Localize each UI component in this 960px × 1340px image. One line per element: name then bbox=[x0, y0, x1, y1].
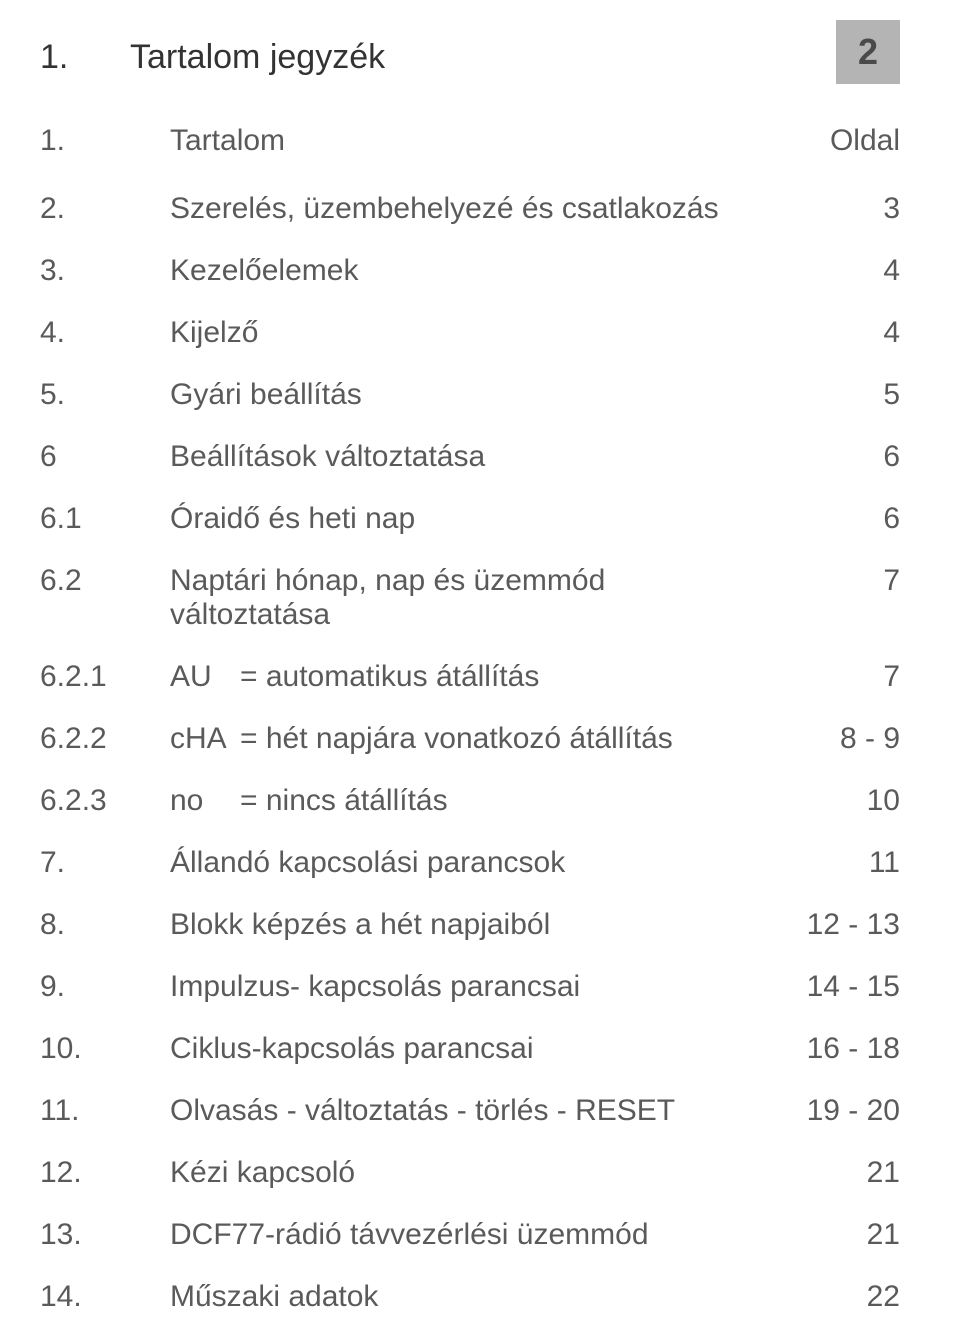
toc-row-page: 10 bbox=[770, 784, 900, 818]
toc-header-title: Tartalom bbox=[170, 124, 770, 158]
header-title: Tartalom jegyzék bbox=[130, 38, 816, 77]
toc-row-title: Olvasás - változtatás - törlés - RESET bbox=[170, 1094, 770, 1128]
toc-row-page: 7 bbox=[770, 660, 900, 694]
toc-row-page: 5 bbox=[770, 378, 900, 412]
toc-row-page: 6 bbox=[770, 502, 900, 536]
toc-rows-container: 2.Szerelés, üzembehelyezé és csatlakozás… bbox=[40, 192, 900, 1314]
toc-row-title: Műszaki adatok bbox=[170, 1280, 770, 1314]
toc-row-number: 11. bbox=[40, 1094, 170, 1128]
toc-row-number: 3. bbox=[40, 254, 170, 288]
toc-row: 13.DCF77-rádió távvezérlési üzemmód21 bbox=[40, 1218, 900, 1252]
toc-row-page: 8 - 9 bbox=[770, 722, 900, 756]
toc-row: 6Beállítások változtatása6 bbox=[40, 440, 900, 474]
toc-row-title: Óraidő és heti nap bbox=[170, 502, 770, 536]
toc-row-title-text: = hét napjára vonatkozó átállítás bbox=[240, 722, 673, 755]
toc-row-title: cHA= hét napjára vonatkozó átállítás bbox=[170, 722, 770, 756]
table-of-contents: 1. Tartalom Oldal 2.Szerelés, üzembehely… bbox=[40, 124, 900, 1314]
page: 1. Tartalom jegyzék 2 1. Tartalom Oldal … bbox=[0, 0, 960, 1340]
toc-row-page: 11 bbox=[770, 846, 900, 880]
toc-row: 10.Ciklus-kapcsolás parancsai16 - 18 bbox=[40, 1032, 900, 1066]
toc-row-number: 4. bbox=[40, 316, 170, 350]
toc-row-page: 14 - 15 bbox=[770, 970, 900, 1004]
toc-row-title: Impulzus- kapcsolás parancsai bbox=[170, 970, 770, 1004]
toc-row: 12.Kézi kapcsoló21 bbox=[40, 1156, 900, 1190]
toc-row-number: 7. bbox=[40, 846, 170, 880]
toc-row-code: cHA bbox=[170, 722, 240, 756]
toc-row-title: Kezelőelemek bbox=[170, 254, 770, 288]
toc-row-number: 6.2.1 bbox=[40, 660, 170, 694]
toc-row: 4.Kijelző4 bbox=[40, 316, 900, 350]
toc-row-title: Kézi kapcsoló bbox=[170, 1156, 770, 1190]
toc-row-page: 4 bbox=[770, 254, 900, 288]
toc-row-number: 5. bbox=[40, 378, 170, 412]
toc-row: 6.2.2cHA= hét napjára vonatkozó átállítá… bbox=[40, 722, 900, 756]
toc-row: 8.Blokk képzés a hét napjaiból12 - 13 bbox=[40, 908, 900, 942]
page-number-badge: 2 bbox=[836, 20, 900, 84]
toc-row: 2.Szerelés, üzembehelyezé és csatlakozás… bbox=[40, 192, 900, 226]
toc-row-page: 4 bbox=[770, 316, 900, 350]
toc-row-number: 10. bbox=[40, 1032, 170, 1066]
toc-row-number: 9. bbox=[40, 970, 170, 1004]
toc-row-title: Blokk képzés a hét napjaiból bbox=[170, 908, 770, 942]
toc-row-page: 16 - 18 bbox=[770, 1032, 900, 1066]
toc-row-page: 12 - 13 bbox=[770, 908, 900, 942]
toc-row: 11.Olvasás - változtatás - törlés - RESE… bbox=[40, 1094, 900, 1128]
toc-row-page: 19 - 20 bbox=[770, 1094, 900, 1128]
toc-header-row: 1. Tartalom Oldal bbox=[40, 124, 900, 158]
toc-row-page: 7 bbox=[770, 564, 900, 598]
toc-row-page: 21 bbox=[770, 1156, 900, 1190]
toc-row-number: 2. bbox=[40, 192, 170, 226]
page-header: 1. Tartalom jegyzék 2 bbox=[40, 30, 900, 84]
toc-row-page: 3 bbox=[770, 192, 900, 226]
toc-row-number: 6.2.2 bbox=[40, 722, 170, 756]
toc-header-page: Oldal bbox=[770, 124, 900, 158]
toc-row: 14.Műszaki adatok22 bbox=[40, 1280, 900, 1314]
toc-row-number: 6.1 bbox=[40, 502, 170, 536]
toc-row: 6.2.1AU= automatikus átállítás7 bbox=[40, 660, 900, 694]
toc-row-number: 13. bbox=[40, 1218, 170, 1252]
toc-row-page: 22 bbox=[770, 1280, 900, 1314]
toc-row-number: 6 bbox=[40, 440, 170, 474]
toc-row-title: no= nincs átállítás bbox=[170, 784, 770, 818]
toc-row-number: 6.2 bbox=[40, 564, 170, 598]
toc-row-title: AU= automatikus átállítás bbox=[170, 660, 770, 694]
toc-row-number: 14. bbox=[40, 1280, 170, 1314]
toc-row-code: no bbox=[170, 784, 240, 818]
toc-header-num: 1. bbox=[40, 124, 170, 158]
toc-row: 3.Kezelőelemek4 bbox=[40, 254, 900, 288]
toc-row-title: Gyári beállítás bbox=[170, 378, 770, 412]
toc-row: 6.2.3no= nincs átállítás10 bbox=[40, 784, 900, 818]
toc-row-title: Kijelző bbox=[170, 316, 770, 350]
toc-row-title: DCF77-rádió távvezérlési üzemmód bbox=[170, 1218, 770, 1252]
toc-row: 9.Impulzus- kapcsolás parancsai14 - 15 bbox=[40, 970, 900, 1004]
toc-row-title: Ciklus-kapcsolás parancsai bbox=[170, 1032, 770, 1066]
toc-row: 6.1Óraidő és heti nap6 bbox=[40, 502, 900, 536]
toc-row: 6.2Naptári hónap, nap és üzemmód változt… bbox=[40, 564, 900, 632]
toc-row-code: AU bbox=[170, 660, 240, 694]
toc-row-title-text: = automatikus átállítás bbox=[240, 660, 539, 693]
toc-row-title: Naptári hónap, nap és üzemmód változtatá… bbox=[170, 564, 770, 632]
toc-row-title: Szerelés, üzembehelyezé és csatlakozás bbox=[170, 192, 770, 226]
toc-row-number: 12. bbox=[40, 1156, 170, 1190]
header-section-number: 1. bbox=[40, 38, 130, 77]
toc-row-number: 8. bbox=[40, 908, 170, 942]
toc-row: 7.Állandó kapcsolási parancsok11 bbox=[40, 846, 900, 880]
toc-row-page: 6 bbox=[770, 440, 900, 474]
toc-row-title-text: = nincs átállítás bbox=[240, 784, 448, 817]
toc-row-title: Állandó kapcsolási parancsok bbox=[170, 846, 770, 880]
toc-row: 5.Gyári beállítás5 bbox=[40, 378, 900, 412]
toc-row-title: Beállítások változtatása bbox=[170, 440, 770, 474]
toc-row-number: 6.2.3 bbox=[40, 784, 170, 818]
toc-row-page: 21 bbox=[770, 1218, 900, 1252]
